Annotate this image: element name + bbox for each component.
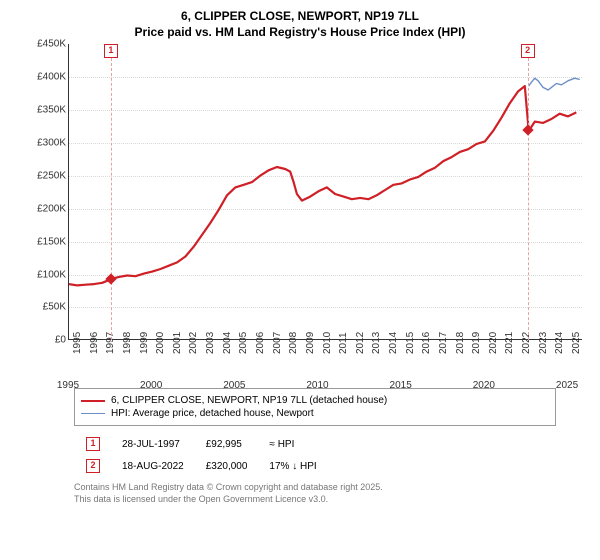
y-axis-label: £250K [22,170,66,181]
legend-label-hpi: HPI: Average price, detached house, Newp… [111,408,314,419]
footer: Contains HM Land Registry data © Crown c… [74,482,556,505]
sale-delta: ≈ HPI [259,434,326,454]
series-property [69,86,576,285]
x-axis-major-label: 2000 [140,380,162,391]
x-axis-major-label: 1995 [57,380,79,391]
y-axis-label: £400K [22,72,66,83]
x-axis-major-label: 2005 [223,380,245,391]
sale-price: £320,000 [196,456,258,476]
x-axis-major-label: 2025 [556,380,578,391]
table-row: 2 18-AUG-2022 £320,000 17% ↓ HPI [76,456,327,476]
y-axis-label: £50K [22,302,66,313]
chart-marker-1: 1 [104,44,118,58]
legend-label-property: 6, CLIPPER CLOSE, NEWPORT, NP19 7LL (det… [111,395,387,406]
y-axis-label: £300K [22,138,66,149]
y-axis-label: £0 [22,335,66,346]
sale-date: 28-JUL-1997 [112,434,194,454]
legend-swatch-hpi [81,413,105,414]
y-axis-label: £350K [22,105,66,116]
series-hpi [529,79,580,91]
sale-delta: 17% ↓ HPI [259,456,326,476]
x-axis-major-label: 2015 [390,380,412,391]
legend: 6, CLIPPER CLOSE, NEWPORT, NP19 7LL (det… [74,388,556,426]
chart-marker-2: 2 [521,44,535,58]
x-axis-major-label: 2010 [306,380,328,391]
table-row: 1 28-JUL-1997 £92,995 ≈ HPI [76,434,327,454]
y-axis-label: £100K [22,269,66,280]
y-axis-label: £150K [22,236,66,247]
sale-date: 18-AUG-2022 [112,456,194,476]
sale-price: £92,995 [196,434,258,454]
sale-marker-2: 2 [86,459,100,473]
x-axis-label: 2025 [571,332,600,354]
chart-title: 6, CLIPPER CLOSE, NEWPORT, NP19 7LL Pric… [14,8,586,40]
plot-area [68,44,582,340]
y-axis-label: £200K [22,203,66,214]
chart: £0 £50K £100K £150K £200K £250K £300K £350K £400… [22,44,582,384]
sales-table: 1 28-JUL-1997 £92,995 ≈ HPI 2 18-AUG-202… [74,432,329,478]
y-axis-label: £450K [22,39,66,50]
x-axis-major-label: 2020 [473,380,495,391]
sale-marker-1: 1 [86,437,100,451]
legend-swatch-property [81,400,105,402]
